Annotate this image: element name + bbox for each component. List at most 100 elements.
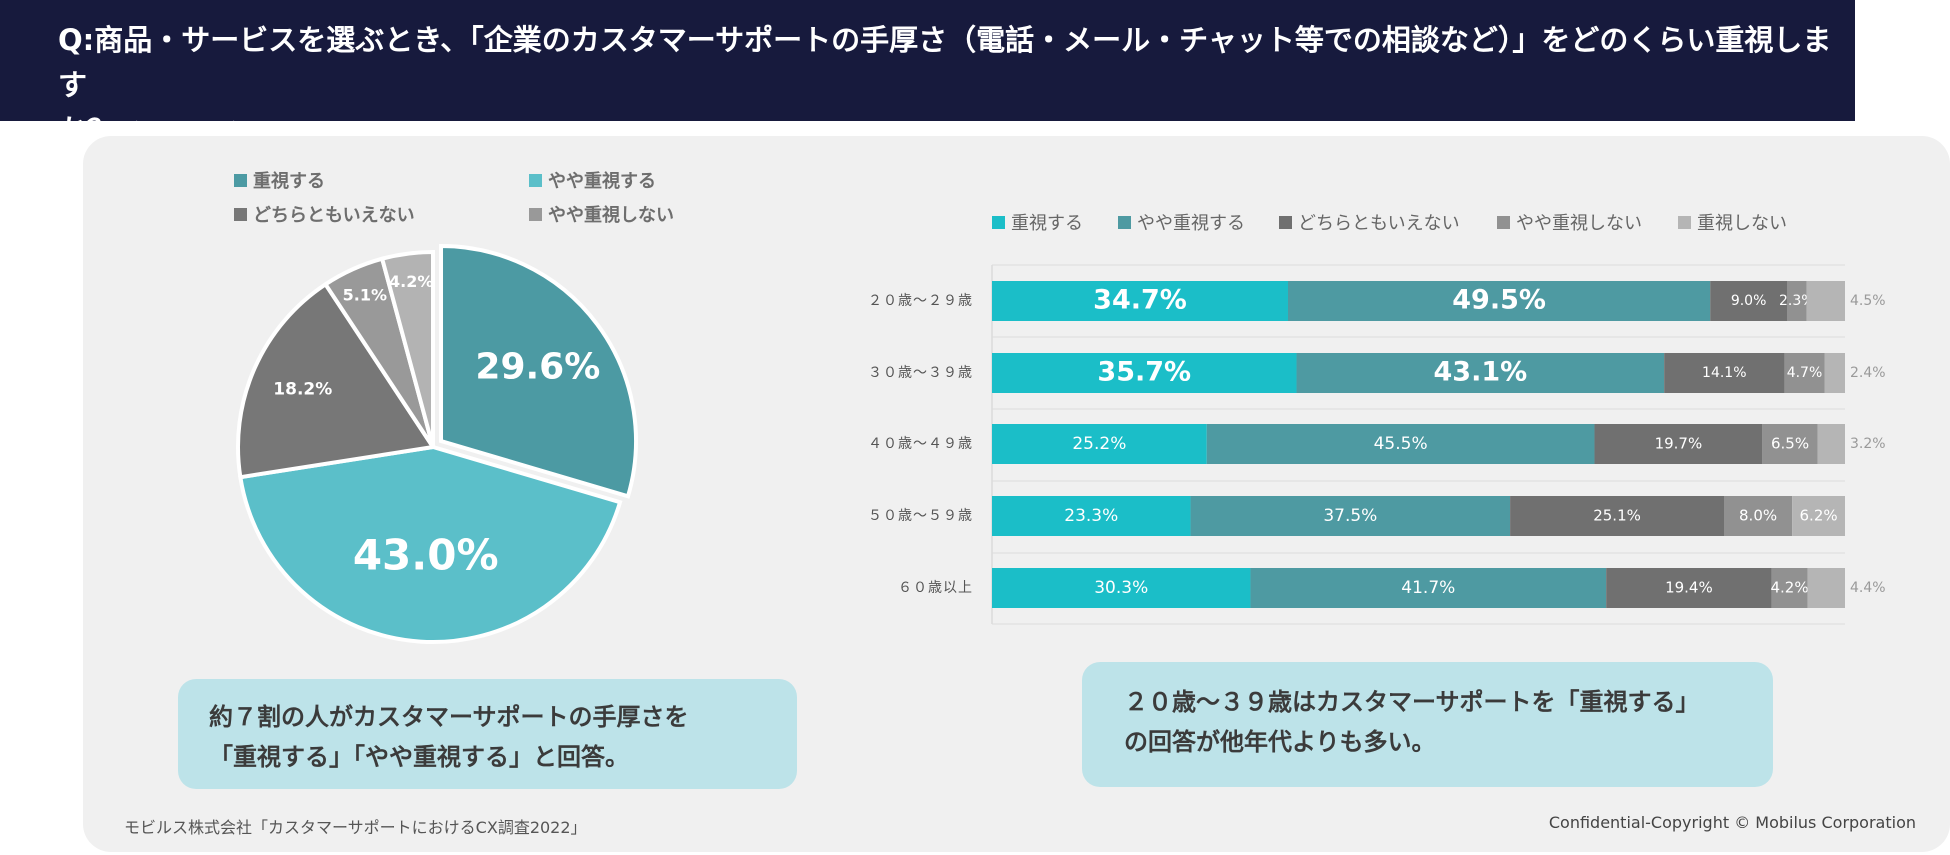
right-callout-line-2: の回答が他年代よりも多い。 (1124, 728, 1436, 756)
bar-segment (1792, 496, 1845, 536)
bar-value-label: 6.2% (1800, 507, 1838, 525)
bar-segment (1606, 568, 1772, 608)
bar-value-label: 4.2% (1771, 579, 1809, 597)
bar-segment (992, 568, 1251, 608)
category-label: ５０歳～５９歳 (868, 508, 973, 524)
category-label: ２０歳～２９歳 (868, 293, 973, 309)
bar-value-label: 4.5% (1850, 293, 1886, 309)
bar-legend-item: やや重視する (1118, 209, 1245, 235)
bar-value-label: 14.1% (1702, 365, 1746, 381)
bar-value-label: 49.5% (1452, 285, 1546, 316)
bar-segment (992, 496, 1191, 536)
legend-swatch (1497, 215, 1510, 229)
bar-segment (1594, 424, 1763, 464)
bar-segment (1664, 353, 1785, 393)
bar-segment (1806, 281, 1845, 321)
pie-slice-label: 43.0% (353, 530, 499, 579)
legend-swatch (1118, 215, 1131, 229)
legend-label: 重視する (1011, 213, 1083, 234)
legend-swatch (234, 207, 247, 221)
bar-segment (1723, 496, 1793, 536)
bar-value-label: 43.1% (1434, 357, 1528, 388)
pie-slice-label: 5.1% (343, 285, 387, 304)
pie-legend-item: やや重視する (529, 167, 656, 193)
right-callout: ２０歳～３９歳はカスタマーサポートを「重視する」 の回答が他年代よりも多い。 (1082, 662, 1773, 787)
legend-swatch (529, 207, 542, 221)
bar-segment (992, 281, 1288, 321)
bar-segment (1250, 568, 1607, 608)
pie-slice (439, 244, 639, 499)
bar-value-label: 6.5% (1771, 435, 1809, 453)
bar-segment (1784, 353, 1825, 393)
left-callout: 約７割の人がカスタマーサポートの手厚さを 「重視する」「やや重視する」と回答。 (178, 679, 797, 789)
legend-swatch (1279, 215, 1292, 229)
bar-legend-item: 重視する (992, 209, 1083, 235)
pie-legend-item: 重視する (234, 167, 325, 193)
right-callout-line-1: ２０歳～３９歳はカスタマーサポートを「重視する」 (1124, 688, 1700, 716)
bar-legend-item: 重視しない (1678, 209, 1787, 235)
bar-segment (992, 424, 1207, 464)
bar-segment (1824, 353, 1845, 393)
bar-segment (1807, 568, 1845, 608)
bar-value-label: 23.3% (1064, 506, 1118, 526)
bar-segment (1206, 424, 1595, 464)
pie-slice (379, 249, 435, 448)
bar-legend-item: どちらともいえない (1279, 209, 1460, 235)
legend-label: やや重視する (1137, 213, 1245, 234)
legend-label: やや重視しない (1516, 213, 1642, 234)
left-callout-line-2: 「重視する」「やや重視する」と回答。 (209, 743, 629, 771)
bar-value-label: 25.1% (1593, 507, 1641, 525)
legend-label: やや重視しない (548, 205, 674, 226)
bar-segment (1786, 281, 1807, 321)
pie-slice-label: 18.2% (273, 379, 332, 399)
pie-slice (238, 444, 623, 644)
copyright-note: Confidential-Copyright © Mobilus Corpora… (1548, 813, 1916, 832)
bar-segment (1287, 281, 1711, 321)
legend-label: どちらともいえない (1298, 213, 1460, 234)
bar-segment (1762, 424, 1818, 464)
bar-value-label: 4.4% (1850, 580, 1886, 596)
bar-value-label: 30.3% (1094, 578, 1148, 598)
bar-segment (1771, 568, 1808, 608)
pie-legend-item: どちらともいえない (234, 201, 415, 227)
pie-slice-label: 29.6% (475, 347, 600, 388)
header-banner: Q:商品・サービスを選ぶとき、「企業のカスタマーサポートの手厚さ（電話・メール・… (0, 0, 1855, 147)
bar-segment (1710, 281, 1787, 321)
bar-segment (1817, 424, 1845, 464)
pie-slice-label: 4.2% (389, 272, 433, 291)
legend-label: 重視する (253, 171, 325, 192)
bar-segment (1190, 496, 1511, 536)
category-label: ４０歳～４９歳 (868, 436, 973, 452)
bar-value-label: 2.4% (1850, 365, 1886, 381)
category-label: ６０歳以上 (898, 580, 973, 596)
bar-value-label: 2.3% (1779, 293, 1815, 309)
question-line-1: Q:商品・サービスを選ぶとき、「企業のカスタマーサポートの手厚さ（電話・メール・… (58, 23, 1832, 102)
bar-value-label: 3.2% (1850, 436, 1886, 452)
legend-swatch (992, 215, 1005, 229)
bar-value-label: 25.2% (1072, 434, 1126, 454)
bar-legend-item: やや重視しない (1497, 209, 1642, 235)
legend-swatch (529, 173, 542, 187)
left-callout-line-1: 約７割の人がカスタマーサポートの手厚さを (209, 703, 689, 731)
bar-segment (1296, 353, 1665, 393)
bar-segment (1510, 496, 1724, 536)
bar-value-label: 4.7% (1787, 365, 1823, 381)
bar-value-label: 9.0% (1731, 293, 1767, 309)
bar-value-label: 19.7% (1655, 435, 1703, 453)
bar-value-label: 19.4% (1665, 579, 1713, 597)
legend-swatch (234, 173, 247, 187)
source-note: モビルス株式会社「カスタマーサポートにおけるCX調査2022」 (124, 818, 587, 837)
bar-value-label: 34.7% (1093, 285, 1187, 316)
legend-swatch (1678, 215, 1691, 229)
bar-value-label: 41.7% (1401, 578, 1455, 598)
bar-value-label: 8.0% (1739, 507, 1777, 525)
legend-label: どちらともいえない (253, 205, 415, 226)
category-label: ３０歳～３９歳 (868, 365, 973, 381)
legend-label: 重視しない (1697, 213, 1787, 234)
legend-label: やや重視する (548, 171, 656, 192)
pie-legend-item: やや重視しない (529, 201, 674, 227)
pie-slice (236, 281, 437, 480)
bar-value-label: 37.5% (1323, 506, 1377, 526)
